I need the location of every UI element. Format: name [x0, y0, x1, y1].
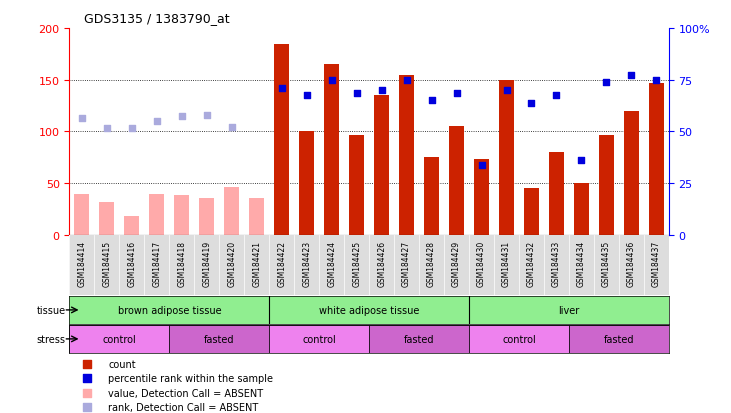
Point [151, 119, 163, 125]
Point [276, 85, 287, 92]
Text: control: control [502, 334, 536, 344]
Point [351, 91, 363, 97]
Text: GSM184423: GSM184423 [302, 240, 311, 286]
Point [201, 112, 213, 119]
Text: GSM184424: GSM184424 [327, 240, 336, 286]
Point [82, 389, 94, 396]
Bar [170, 325, 269, 353]
Text: GSM184418: GSM184418 [178, 240, 186, 286]
Bar [424, 158, 439, 235]
Point [226, 125, 238, 131]
Text: GSM184426: GSM184426 [377, 240, 386, 286]
Bar [449, 127, 464, 235]
Bar [474, 160, 489, 235]
Text: fasted: fasted [604, 334, 635, 344]
Bar [69, 325, 170, 353]
Text: count: count [108, 359, 136, 369]
Bar [549, 153, 564, 235]
Point [626, 72, 637, 78]
Text: GSM184414: GSM184414 [77, 240, 86, 286]
Bar [99, 202, 114, 235]
Text: GSM184416: GSM184416 [127, 240, 137, 286]
Bar [374, 96, 389, 235]
Point [501, 88, 512, 94]
Text: GSM184415: GSM184415 [102, 240, 111, 286]
Text: GSM184417: GSM184417 [152, 240, 162, 286]
Bar [274, 45, 289, 235]
Bar [249, 198, 264, 235]
Point [76, 115, 88, 122]
Bar [574, 184, 589, 235]
Text: tissue: tissue [37, 305, 66, 315]
Text: stress: stress [37, 334, 66, 344]
Point [326, 77, 338, 84]
Text: white adipose tissue: white adipose tissue [319, 305, 420, 315]
Text: GSM184419: GSM184419 [202, 240, 211, 286]
Bar [649, 83, 664, 235]
Bar [75, 194, 89, 235]
Bar [324, 65, 339, 235]
Point [126, 126, 137, 132]
Point [376, 88, 387, 94]
Bar [499, 81, 514, 235]
Point [451, 91, 463, 97]
Text: GSM184429: GSM184429 [452, 240, 461, 286]
Text: fasted: fasted [404, 334, 434, 344]
Text: GSM184425: GSM184425 [352, 240, 361, 286]
Bar [124, 217, 140, 235]
Point [476, 162, 488, 169]
Bar [469, 325, 569, 353]
Bar [524, 189, 539, 235]
Bar [299, 132, 314, 235]
Point [82, 361, 94, 367]
Text: GSM184435: GSM184435 [602, 240, 611, 286]
Point [176, 113, 188, 120]
Point [401, 77, 412, 84]
Point [526, 100, 537, 107]
Point [82, 375, 94, 382]
Bar [175, 195, 189, 235]
Point [82, 404, 94, 411]
Text: GSM184437: GSM184437 [652, 240, 661, 286]
Point [101, 126, 113, 132]
Point [550, 93, 562, 100]
Bar [149, 194, 164, 235]
Text: fasted: fasted [204, 334, 235, 344]
Text: control: control [303, 334, 336, 344]
Text: GSM184428: GSM184428 [427, 240, 436, 286]
Text: GDS3135 / 1383790_at: GDS3135 / 1383790_at [84, 12, 230, 25]
Text: liver: liver [558, 305, 580, 315]
Text: GSM184432: GSM184432 [527, 240, 536, 286]
Text: GSM184427: GSM184427 [402, 240, 411, 286]
Bar [269, 325, 369, 353]
Bar [599, 135, 614, 235]
Text: GSM184433: GSM184433 [552, 240, 561, 286]
Text: GSM184430: GSM184430 [477, 240, 486, 286]
Point [575, 158, 587, 164]
Text: GSM184420: GSM184420 [227, 240, 236, 286]
Bar [399, 75, 414, 235]
Text: brown adipose tissue: brown adipose tissue [118, 305, 221, 315]
Text: value, Detection Call = ABSENT: value, Detection Call = ABSENT [108, 388, 264, 398]
Point [301, 93, 313, 100]
Bar [200, 198, 214, 235]
Point [651, 77, 662, 84]
Point [425, 98, 437, 104]
Text: GSM184422: GSM184422 [277, 240, 287, 286]
Point [601, 79, 613, 86]
Text: rank, Detection Call = ABSENT: rank, Detection Call = ABSENT [108, 402, 259, 412]
Bar [569, 325, 669, 353]
Bar [369, 325, 469, 353]
Text: percentile rank within the sample: percentile rank within the sample [108, 373, 273, 383]
Text: GSM184421: GSM184421 [252, 240, 261, 286]
Text: control: control [102, 334, 136, 344]
Bar [349, 135, 364, 235]
Bar [224, 188, 239, 235]
Text: GSM184434: GSM184434 [577, 240, 586, 286]
Text: GSM184431: GSM184431 [502, 240, 511, 286]
Text: GSM184436: GSM184436 [627, 240, 636, 286]
Bar [624, 112, 639, 235]
